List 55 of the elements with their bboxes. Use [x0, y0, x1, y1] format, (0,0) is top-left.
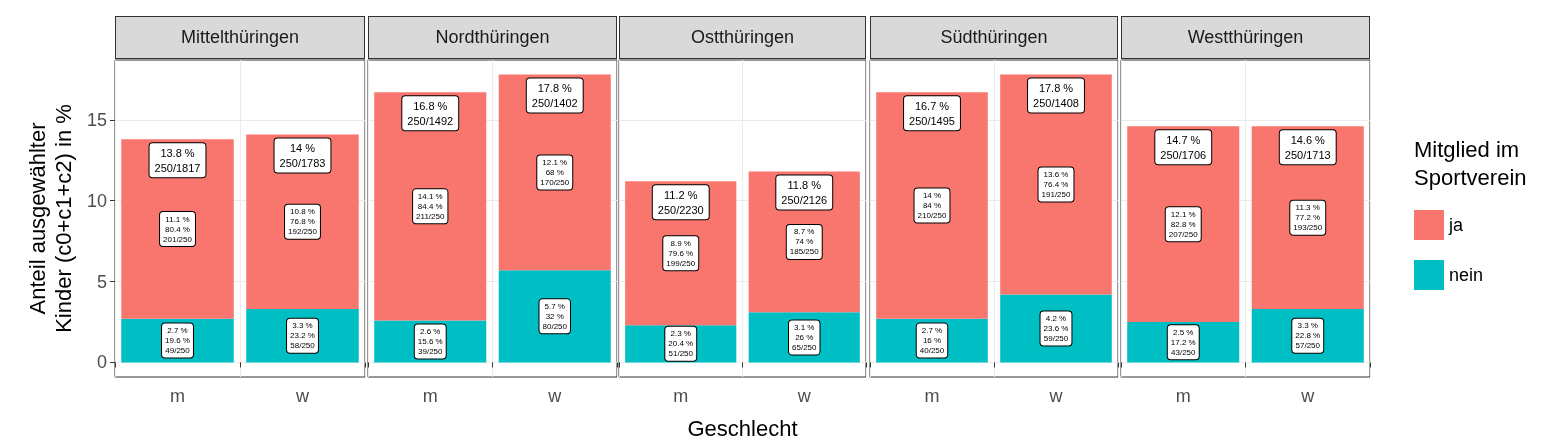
- x-tick-label: w: [1300, 386, 1316, 406]
- y-tick-label: 15: [86, 109, 107, 130]
- data-label: 8.9 % 79.6 % 199/250: [666, 238, 696, 268]
- data-label: 10.8 % 76.8 % 192/250: [288, 207, 318, 237]
- chart-title: Mittelthüringen: [115, 16, 365, 59]
- data-label: 8.7 % 74 % 185/250: [789, 227, 820, 257]
- total-label: 17.8 % 250/1402: [531, 82, 578, 110]
- x-tick-label: w: [295, 386, 310, 406]
- data-label: 13.6 % 76.4 % 191/250: [1041, 170, 1072, 200]
- data-label: 2.5 % 17.2 % 43/250: [1170, 327, 1197, 357]
- x-tick-label: m: [673, 386, 689, 406]
- x-tick-label: m: [924, 386, 940, 406]
- data-label: 2.3 % 20.4 % 51/250: [668, 329, 694, 359]
- chart-title: Ostthüringen: [619, 16, 866, 59]
- data-label: 11.3 % 77.2 % 193/250: [1293, 203, 1323, 233]
- y-axis-title: Anteil ausgewählter Kinder (c0+c1+c2) in %: [24, 104, 76, 333]
- chart-title: Südthüringen: [870, 16, 1118, 59]
- total-label: 16.7 % 250/1495: [909, 99, 955, 127]
- x-axis-title: Geschlecht: [687, 415, 798, 441]
- x-tick-label: m: [1175, 386, 1191, 406]
- data-label: 14.1 % 84.4 % 211/250: [416, 191, 445, 221]
- data-label: 12.1 % 82.8 % 207/250: [1168, 209, 1199, 239]
- total-label: 11.2 % 250/2230: [657, 188, 704, 216]
- data-label: 11.1 % 80.4 % 201/250: [163, 214, 193, 244]
- y-tick-label: 5: [96, 271, 107, 292]
- legend-label: nein: [1449, 265, 1484, 285]
- total-label: 16.8 % 250/1492: [407, 99, 454, 127]
- data-label: 12.1 % 68 % 170/250: [540, 157, 570, 187]
- x-tick-label: w: [547, 386, 563, 406]
- legend-label: ja: [1448, 215, 1464, 235]
- total-label: 14 % 250/1783: [279, 141, 326, 169]
- x-tick-label: w: [1048, 386, 1064, 406]
- data-label: 3.3 % 22.8 % 57/250: [1295, 321, 1321, 351]
- total-label: 14.7 % 250/1706: [1160, 133, 1207, 161]
- x-tick-label: w: [796, 386, 812, 406]
- bar: [1000, 74, 1112, 295]
- total-label: 11.8 % 250/2126: [781, 179, 828, 207]
- y-tick-label: 0: [96, 352, 107, 373]
- data-label: 3.1 % 26 % 65/250: [792, 322, 818, 352]
- x-tick-label: m: [422, 386, 438, 406]
- data-label: 3.3 % 23.2 % 58/250: [290, 321, 316, 351]
- y-tick-label: 10: [86, 190, 107, 211]
- total-label: 13.8 % 250/1817: [154, 146, 201, 174]
- data-label: 4.2 % 23.6 % 59/250: [1043, 313, 1069, 343]
- x-tick-label: m: [170, 386, 185, 406]
- data-label: 2.7 % 19.6 % 49/250: [165, 326, 191, 356]
- chart-title: Westthüringen: [1121, 16, 1370, 59]
- data-label: 5.7 % 32 % 80/250: [542, 301, 568, 331]
- data-label: 2.7 % 16 % 40/250: [919, 326, 945, 356]
- chart-title: Nordthüringen: [368, 16, 617, 59]
- data-label: 14 % 84 % 210/250: [917, 191, 948, 221]
- total-label: 14.6 % 250/1713: [1284, 133, 1331, 161]
- data-label: 2.6 % 15.6 % 39/250: [417, 326, 444, 356]
- total-label: 17.8 % 250/1408: [1033, 82, 1079, 110]
- legend-title: Mitglied im Sportverein: [1414, 136, 1527, 190]
